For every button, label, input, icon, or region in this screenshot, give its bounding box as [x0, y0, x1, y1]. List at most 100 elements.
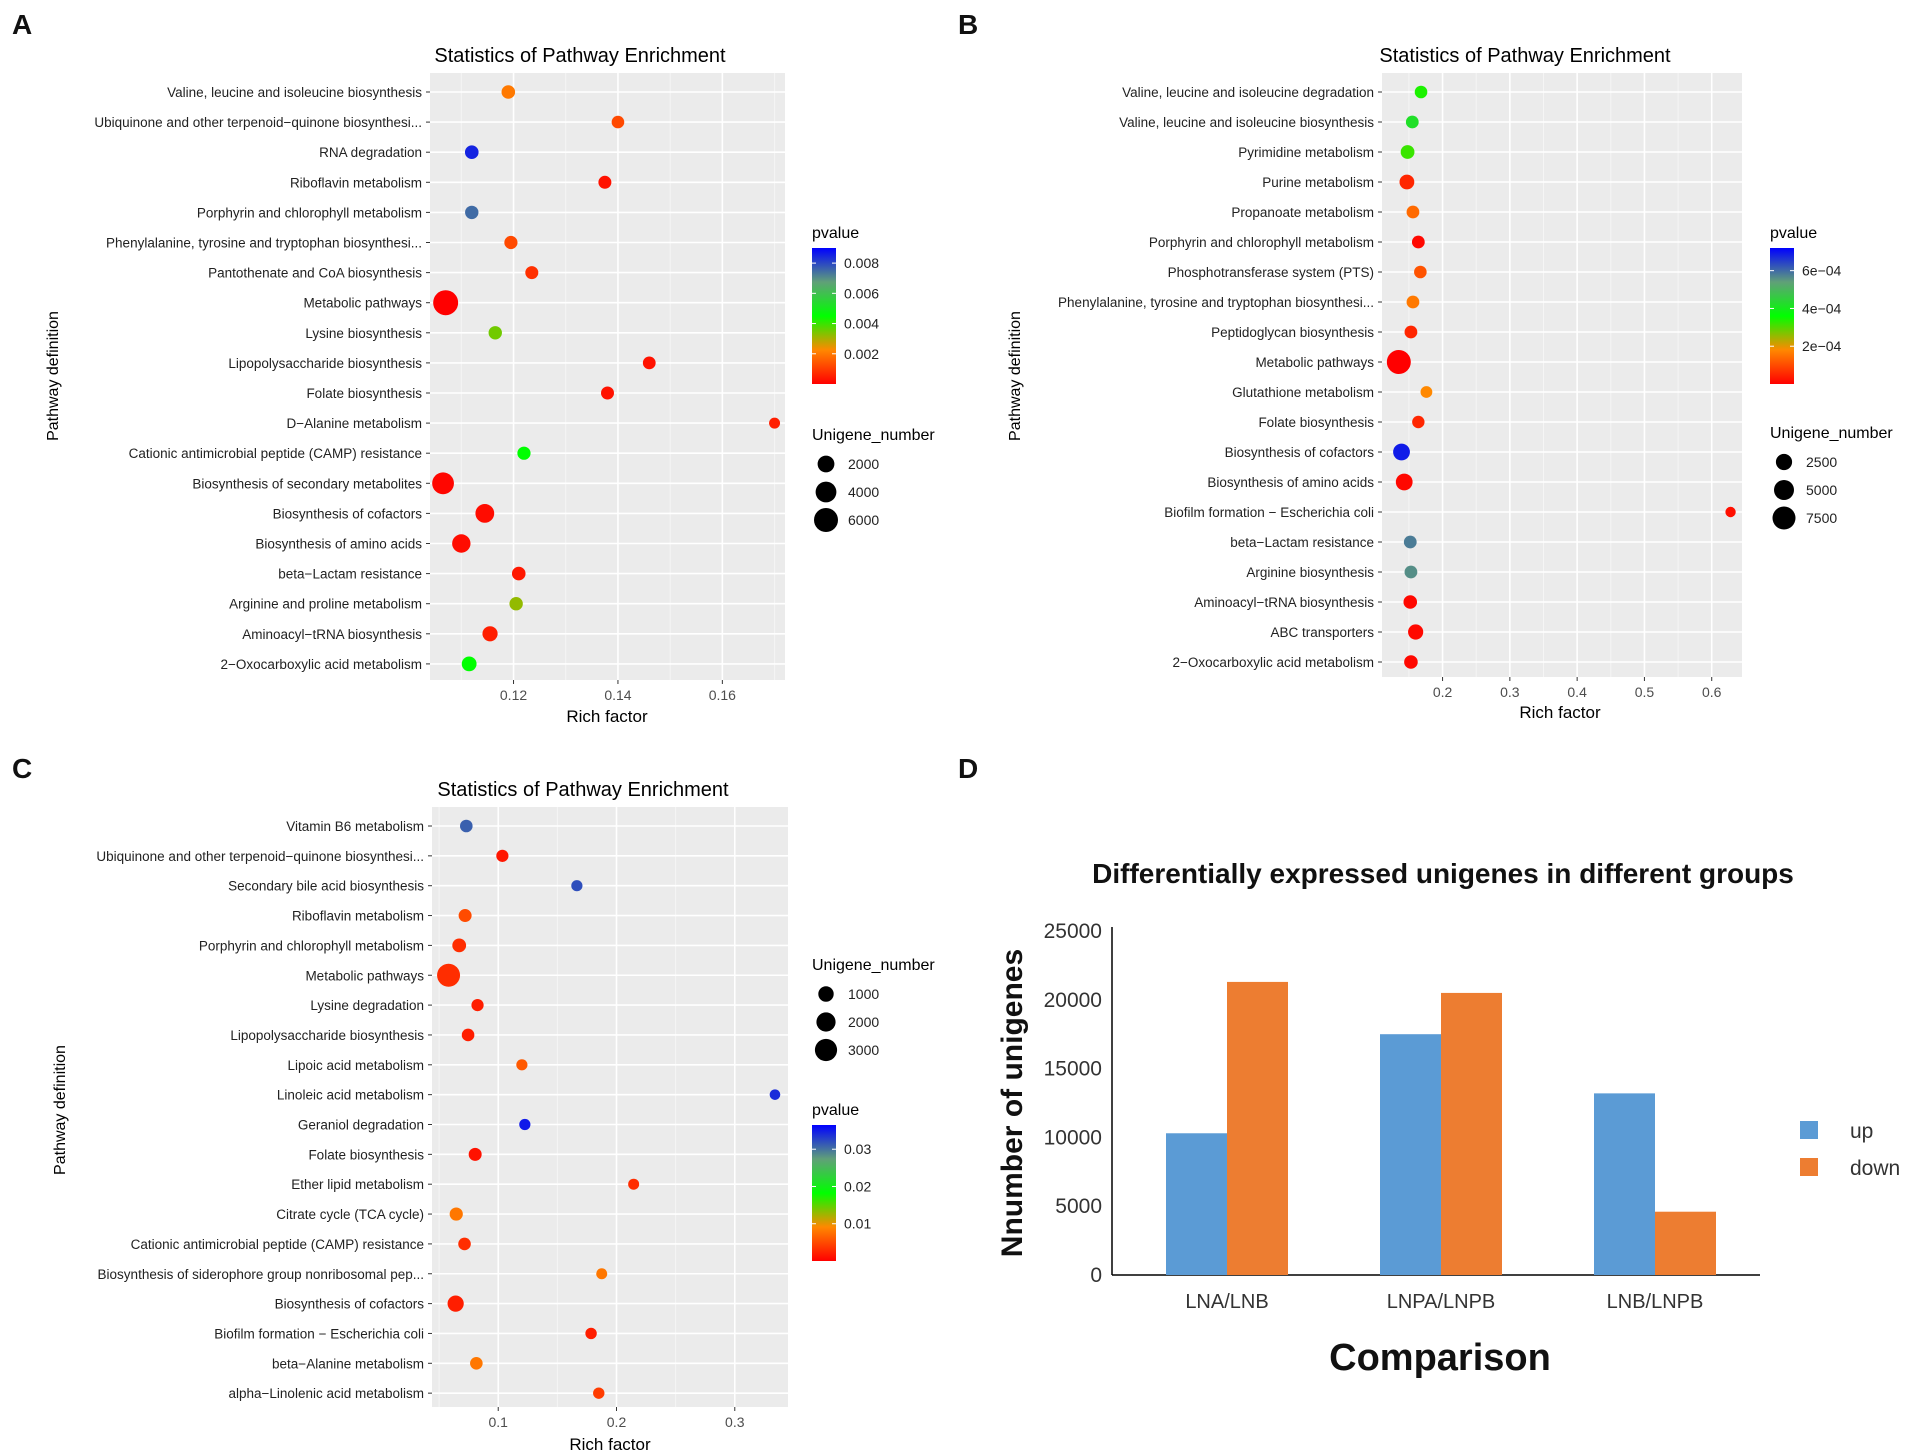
- pathway-point: [769, 417, 781, 429]
- pathway-label: RNA degradation: [319, 145, 422, 160]
- pathway-point: [1420, 386, 1433, 398]
- y-axis-title: Nnumber of unigenes: [996, 949, 1029, 1257]
- panel-letter-c: C: [12, 753, 32, 784]
- pathway-point: [1399, 174, 1415, 190]
- pathway-point: [475, 504, 495, 523]
- pathway-label: Citrate cycle (TCA cycle): [276, 1207, 424, 1222]
- pvalue-colorbar: [812, 248, 836, 384]
- x-category-label: LNA/LNB: [1185, 1291, 1268, 1313]
- plot-panel-background: [432, 807, 788, 1407]
- x-tick-label: 0.16: [709, 687, 736, 703]
- size-legend-dot: [817, 455, 835, 473]
- pathway-label: Lysine degradation: [310, 998, 424, 1013]
- size-legend-dot: [818, 986, 834, 1002]
- pathway-label: beta−Lactam resistance: [1230, 535, 1374, 550]
- pathway-label: Biofilm formation − Escherichia coli: [214, 1326, 424, 1341]
- pathway-label: Biosynthesis of cofactors: [1225, 445, 1375, 460]
- pathway-point: [642, 356, 656, 370]
- panel-letter-b: B: [958, 9, 978, 40]
- pathway-point: [447, 1295, 464, 1312]
- pathway-point: [519, 1118, 531, 1131]
- panel-letter-d: D: [958, 753, 978, 784]
- pathway-label: Biosynthesis of cofactors: [273, 506, 423, 521]
- x-axis-title: Comparison: [1329, 1337, 1551, 1379]
- pathway-label: Riboflavin metabolism: [292, 909, 424, 924]
- pathway-label: Cationic antimicrobial peptide (CAMP) re…: [129, 446, 422, 461]
- pvalue-legend-title: pvalue: [1770, 225, 1817, 242]
- pathway-point: [1405, 115, 1419, 129]
- x-axis-title: Rich factor: [569, 1435, 651, 1454]
- size-legend-label: 2500: [1806, 454, 1837, 470]
- y-tick-label: 10000: [1044, 1126, 1102, 1149]
- x-tick-label: 0.5: [1635, 684, 1655, 700]
- x-category-label: LNB/LNPB: [1607, 1291, 1704, 1313]
- pathway-point: [511, 566, 526, 581]
- x-category-label: LNPA/LNPB: [1387, 1291, 1496, 1313]
- legend-swatch-down: [1800, 1158, 1818, 1176]
- chart-title: Differentially expressed unigenes in dif…: [1092, 858, 1794, 889]
- pathway-point: [471, 999, 484, 1012]
- colorbar-tick-label: 0.006: [844, 285, 879, 301]
- pathway-point: [432, 472, 454, 495]
- pathway-point: [601, 386, 614, 400]
- pathway-point: [1411, 235, 1425, 249]
- pathway-point: [504, 235, 518, 250]
- pathway-label: Arginine biosynthesis: [1246, 565, 1374, 580]
- y-axis-title: Pathway definition: [45, 311, 62, 441]
- pathway-point: [452, 938, 467, 953]
- pathway-label: Phenylalanine, tyrosine and tryptophan b…: [106, 236, 422, 251]
- pathway-label: Biosynthesis of cofactors: [275, 1297, 425, 1312]
- pathway-label: Metabolic pathways: [1255, 355, 1374, 370]
- pathway-point: [593, 1387, 605, 1399]
- pathway-label: Folate biosynthesis: [308, 1147, 424, 1162]
- pathway-label: Valine, leucine and isoleucine biosynthe…: [167, 85, 422, 100]
- pathway-label: Phosphotransferase system (PTS): [1168, 265, 1374, 280]
- pathway-point: [482, 626, 498, 642]
- pathway-point: [452, 534, 471, 553]
- panel-b-dot-chart: Statistics of Pathway Enrichment 0.2 0.3 0.…: [1007, 45, 1893, 722]
- pathway-point: [1408, 624, 1424, 640]
- panel-c-dot-chart: Statistics of Pathway Enrichment 0.1 0.2 0.…: [52, 779, 935, 1454]
- pathway-label: Vitamin B6 metabolism: [286, 819, 424, 834]
- pathway-point: [488, 326, 502, 340]
- pathway-label: Lysine biosynthesis: [305, 326, 422, 341]
- pathway-label: D−Alanine metabolism: [287, 416, 422, 431]
- pathway-point: [468, 1147, 482, 1161]
- pathway-label: Folate biosynthesis: [1258, 415, 1374, 430]
- x-tick-label: 0.12: [500, 687, 527, 703]
- size-legend-label: 2000: [848, 1014, 879, 1030]
- pathway-point: [461, 656, 477, 672]
- pathway-label: Biosynthesis of siderophore group nonrib…: [98, 1267, 424, 1282]
- size-legend-label: 6000: [848, 512, 879, 528]
- pathway-label: Cationic antimicrobial peptide (CAMP) re…: [131, 1237, 424, 1252]
- pathway-point: [571, 880, 583, 892]
- y-axis-title: Pathway definition: [52, 1045, 69, 1175]
- pathway-label: Ubiquinone and other terpenoid−quinone b…: [94, 115, 422, 130]
- pathway-label: Valine, leucine and isoleucine degradati…: [1122, 85, 1374, 100]
- y-axis-title: Pathway definition: [1007, 311, 1024, 441]
- x-axis-title: Rich factor: [1519, 703, 1601, 722]
- pathway-label: Biosynthesis of secondary metabolites: [192, 476, 422, 491]
- pathway-label: Metabolic pathways: [305, 968, 424, 983]
- colorbar-tick-label: 0.03: [844, 1141, 871, 1157]
- size-legend-title: Unigene_number: [812, 957, 935, 974]
- pathway-point: [458, 1237, 471, 1251]
- legend-label-up: up: [1850, 1120, 1873, 1143]
- pathway-label: Porphyrin and chlorophyll metabolism: [197, 205, 422, 220]
- x-tick-label: 0.2: [1433, 684, 1453, 700]
- pathway-point: [1404, 655, 1418, 669]
- pathway-point: [596, 1268, 608, 1280]
- size-legend-label: 7500: [1806, 510, 1837, 526]
- colorbar-tick-label: 0.002: [844, 346, 879, 362]
- pathway-point: [516, 1059, 528, 1071]
- pathway-label: Ubiquinone and other terpenoid−quinone b…: [96, 849, 424, 864]
- size-legend-title: Unigene_number: [812, 427, 935, 444]
- size-legend-dot: [814, 508, 838, 532]
- pathway-point: [1406, 295, 1420, 309]
- pathway-label: Pantothenate and CoA biosynthesis: [208, 266, 422, 281]
- panel-d-bar-chart: Differentially expressed unigenes in dif…: [996, 858, 1900, 1379]
- pathway-label: Valine, leucine and isoleucine biosynthe…: [1119, 115, 1374, 130]
- size-legend-label: 1000: [848, 986, 879, 1002]
- size-legend-dot: [1775, 453, 1793, 471]
- x-tick-label: 0.3: [1500, 684, 1520, 700]
